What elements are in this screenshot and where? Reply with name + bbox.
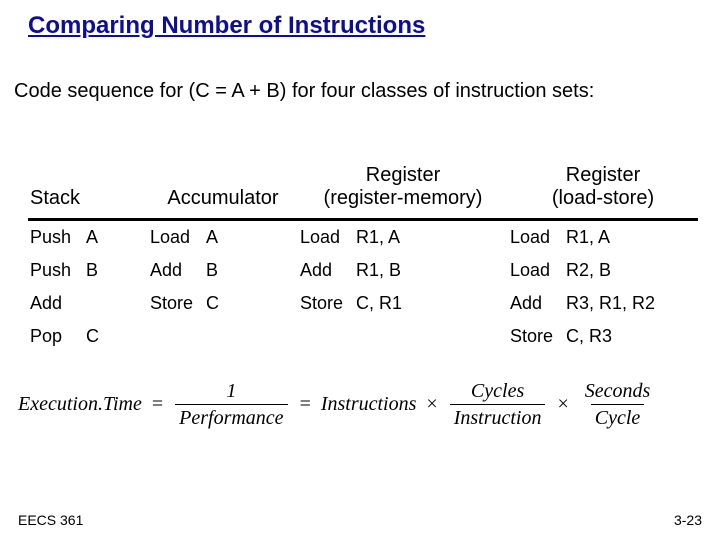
slide-subtitle: Code sequence for (C = A + B) for four c…: [14, 78, 700, 104]
table-row: Add StoreC StoreC, R1 AddR3, R1, R2: [28, 287, 698, 320]
frac-den: Cycle: [591, 404, 645, 429]
cell-op: Store: [300, 293, 356, 314]
cell-op: Push: [30, 260, 86, 281]
col-header-accumulator: Accumulator: [148, 160, 298, 220]
multiply-sign: ×: [422, 393, 441, 416]
equals-sign: =: [296, 393, 315, 416]
instruction-table: Stack Accumulator Register (register-mem…: [28, 160, 698, 353]
col-header-register-loadstore: Register (load-store): [508, 160, 698, 220]
cell-op: Add: [300, 260, 356, 281]
cell-op: Add: [510, 293, 566, 314]
footer-page-number: 3-23: [674, 512, 702, 528]
col-header-regls-line2: (load-store): [552, 187, 654, 209]
equals-sign: =: [148, 393, 167, 416]
table-row: PopC StoreC, R3: [28, 320, 698, 353]
cell-arg: R1, B: [356, 260, 401, 280]
cell-op: Load: [300, 227, 356, 248]
cell-arg: R2, B: [566, 260, 611, 280]
frac-num: Seconds: [581, 380, 655, 404]
cell-arg: A: [206, 227, 218, 247]
cell-arg: R1, A: [356, 227, 400, 247]
formula-frac-performance: 1 Performance: [173, 380, 289, 429]
cell-op: Store: [510, 326, 566, 347]
cell-arg: R1, A: [566, 227, 610, 247]
cell-arg: C, R3: [566, 326, 612, 346]
multiply-sign: ×: [553, 393, 572, 416]
formula-lhs: Execution.Time: [18, 393, 142, 416]
table-row: PushA LoadA LoadR1, A LoadR1, A: [28, 220, 698, 255]
cell-op: Pop: [30, 326, 86, 347]
col-header-register-memory: Register (register-memory): [298, 160, 508, 220]
col-header-stack: Stack: [28, 160, 148, 220]
cell-arg: C: [206, 293, 219, 313]
col-header-regls-line1: Register: [566, 164, 640, 186]
frac-den: Performance: [175, 404, 287, 429]
formula-frac-clock: Seconds Cycle: [579, 380, 657, 429]
frac-num: Cycles: [467, 380, 528, 404]
cell-op: Push: [30, 227, 86, 248]
cell-op: Load: [510, 227, 566, 248]
slide-title: Comparing Number of Instructions: [28, 12, 425, 40]
execution-time-formula: Execution.Time = 1 Performance = Instruc…: [18, 380, 702, 429]
formula-frac-cpi: Cycles Instruction: [448, 380, 548, 429]
cell-op: Load: [510, 260, 566, 281]
cell-op: Add: [30, 293, 86, 314]
footer-course: EECS 361: [18, 512, 83, 528]
cell-arg: B: [206, 260, 218, 280]
frac-den: Instruction: [450, 404, 546, 429]
frac-num: 1: [222, 380, 240, 404]
cell-op: Load: [150, 227, 206, 248]
cell-arg: C, R1: [356, 293, 402, 313]
cell-op: Add: [150, 260, 206, 281]
cell-arg: B: [86, 260, 98, 280]
cell-arg: C: [86, 326, 99, 346]
col-header-regmem-line2: (register-memory): [324, 187, 483, 209]
col-header-regmem-line1: Register: [366, 164, 440, 186]
cell-op: Store: [150, 293, 206, 314]
cell-arg: A: [86, 227, 98, 247]
table-row: PushB AddB AddR1, B LoadR2, B: [28, 254, 698, 287]
cell-arg: R3, R1, R2: [566, 293, 655, 313]
formula-instructions: Instructions: [321, 393, 417, 416]
